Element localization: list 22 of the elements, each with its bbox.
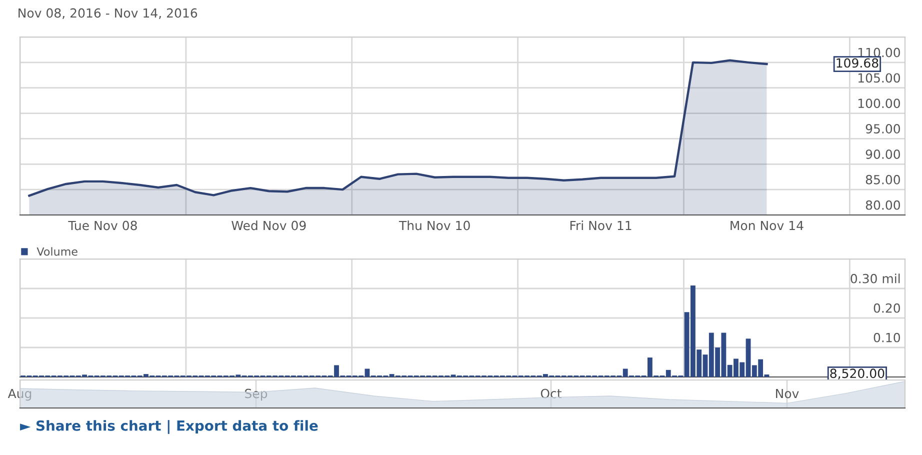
x-tick-label: Thu Nov 10 (398, 220, 470, 230)
y-tick-label: 0.30 mil (850, 274, 900, 284)
annotation: 8,520.00 (830, 368, 884, 380)
x-tick-label: Wed Nov 09 (232, 220, 306, 230)
x-tick-label: Aug (8, 388, 32, 401)
y-tick-label: 0.10 (874, 332, 900, 342)
x-tick-label: Fri Nov 11 (570, 220, 632, 230)
y-tick-label: 100.00 (858, 98, 900, 108)
annotation: 109.68 (836, 58, 878, 68)
x-tick-label: Nov (776, 388, 799, 398)
x-tick-label: Tue Nov 08 (68, 220, 137, 230)
text: ► Share this chart | Export data to file (20, 420, 318, 434)
x-tick-label: Oct (540, 388, 562, 398)
y-tick-label: 0.20 (874, 303, 900, 313)
y-tick-label: 105.00 (858, 73, 900, 83)
x-tick-label: Mon Nov 14 (730, 220, 804, 230)
y-tick-label: 90.00 (866, 149, 900, 159)
legend-label: Volume (36, 247, 78, 256)
y-tick-label: 85.00 (866, 174, 900, 184)
y-tick-label: 80.00 (866, 200, 900, 210)
chart-title: Nov 08, 2016 - Nov 14, 2016 (18, 8, 198, 20)
y-tick-label: 95.00 (866, 124, 900, 134)
